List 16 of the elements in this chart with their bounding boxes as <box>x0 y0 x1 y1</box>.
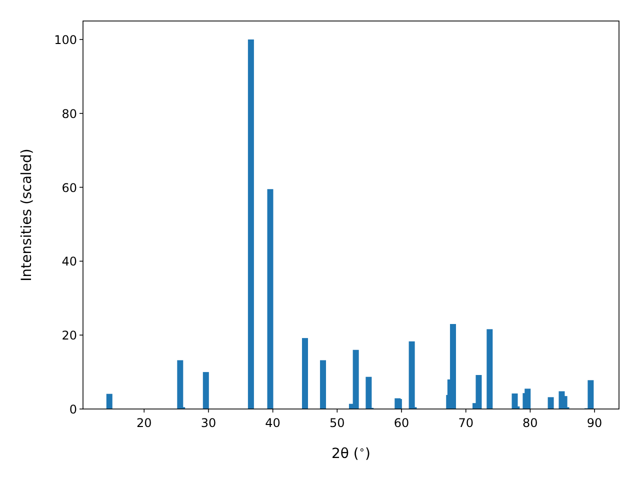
y-tick-label: 20 <box>62 328 77 343</box>
y-tick-label: 40 <box>62 254 77 269</box>
y-axis-title: Intensities (scaled) <box>19 148 35 282</box>
x-tick-label: 90 <box>586 416 602 430</box>
x-tick-label: 30 <box>200 416 216 430</box>
x-tick-label: 40 <box>265 416 280 430</box>
y-tick-label: 60 <box>62 180 77 195</box>
y-tick-label: 80 <box>62 106 77 121</box>
y-tick-label: 0 <box>69 402 77 416</box>
x-axis-title: 2θ ($^{∘}$) <box>332 444 370 462</box>
x-tick-label: 50 <box>330 416 345 430</box>
x-tick-label: 20 <box>136 416 152 430</box>
x-tick-label: 60 <box>394 416 410 430</box>
y-tick-label: 100 <box>54 32 77 47</box>
x-tick-label: 70 <box>458 416 474 430</box>
x-tick-label: 80 <box>522 416 538 430</box>
